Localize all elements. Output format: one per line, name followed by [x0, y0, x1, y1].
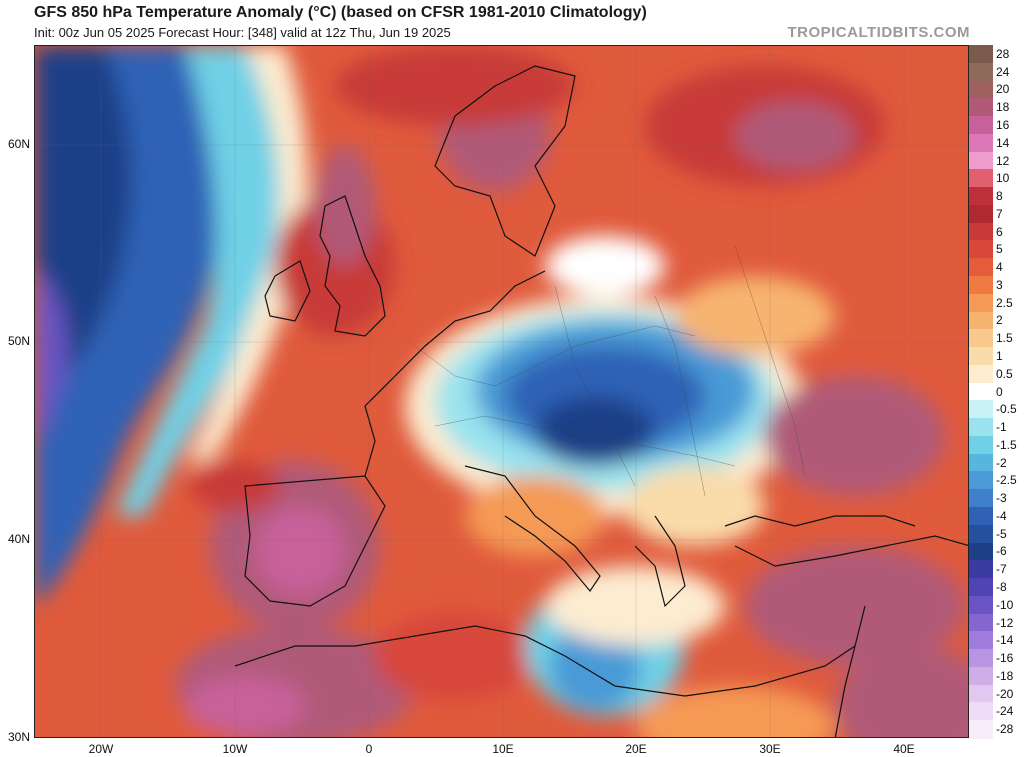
colorbar-swatch: [969, 329, 993, 348]
colorbar-swatch: [969, 116, 993, 135]
colorbar-label: 7: [996, 206, 1003, 221]
lat-label-30n: 30N: [7, 730, 30, 744]
colorbar-swatch: [969, 133, 993, 153]
colorbar-swatch: [969, 98, 993, 117]
colorbar-swatch: [969, 631, 993, 650]
colorbar-label: -2: [996, 455, 1007, 470]
colorbar-swatch: [969, 649, 993, 668]
colorbar-label: -5: [996, 526, 1007, 541]
lon-label-0: 0: [365, 742, 373, 756]
colorbar-swatch: [969, 613, 993, 632]
colorbar-label: -14: [996, 633, 1014, 648]
lon-label-40e: 40E: [893, 742, 915, 756]
colorbar-label: -10: [996, 597, 1014, 612]
colorbar-swatch: [969, 276, 993, 295]
colorbar-label: 6: [996, 224, 1003, 239]
coastlines: [234, 65, 968, 737]
colorbar-swatch: [969, 364, 993, 384]
colorbar-swatch: [969, 435, 993, 455]
colorbar-label: -18: [996, 668, 1014, 683]
colorbar-label: 3: [996, 277, 1003, 292]
colorbar-label: -1.5: [996, 437, 1017, 452]
chart-title: GFS 850 hPa Temperature Anomaly (°C) (ba…: [34, 4, 647, 21]
lon-label-30e: 30E: [759, 742, 781, 756]
colorbar-label: 10: [996, 171, 1010, 186]
colorbar-swatch: [969, 382, 993, 401]
colorbar-label: -28: [996, 722, 1014, 737]
colorbar-swatch: [969, 187, 993, 206]
colorbar-swatch: [969, 400, 993, 419]
country-borders: [414, 245, 806, 497]
colorbar-swatch: [969, 80, 993, 99]
colorbar-swatch: [969, 720, 993, 739]
gridlines: [35, 46, 968, 737]
colorbar-swatch: [969, 62, 993, 82]
colorbar-swatch: [969, 169, 993, 188]
colorbar-label: -8: [996, 579, 1007, 594]
colorbar-label: 18: [996, 100, 1010, 115]
colorbar-label: 8: [996, 189, 1003, 204]
lat-label-40n: 40N: [7, 532, 30, 546]
colorbar-swatch: [969, 240, 993, 259]
colorbar-label: -3: [996, 491, 1007, 506]
colorbar-label: -24: [996, 704, 1014, 719]
colorbar-label: 5: [996, 242, 1003, 257]
colorbar-label: 12: [996, 153, 1010, 168]
colorbar-label: -6: [996, 544, 1007, 559]
colorbar-swatch: [969, 542, 993, 561]
colorbar-swatch: [969, 293, 993, 313]
colorbar-label: -12: [996, 615, 1014, 630]
colorbar-label: 20: [996, 82, 1010, 97]
colorbar-label: -1: [996, 420, 1007, 435]
colorbar-swatch: [969, 258, 993, 277]
colorbar-label: 4: [996, 260, 1003, 275]
colorbar-swatch: [969, 524, 993, 544]
lat-label-50n: 50N: [7, 334, 30, 348]
colorbar-swatch: [969, 560, 993, 579]
colorbar-label: -2.5: [996, 473, 1017, 488]
lon-label-10e: 10E: [492, 742, 514, 756]
colorbar-label: 1.5: [996, 331, 1013, 346]
colorbar-swatch: [969, 595, 993, 615]
colorbar-label: -7: [996, 562, 1007, 577]
anomaly-map: [34, 45, 969, 738]
colorbar-label: 2: [996, 313, 1003, 328]
colorbar-label: 24: [996, 64, 1010, 79]
colorbar-label: 14: [996, 135, 1010, 150]
lat-label-60n: 60N: [7, 137, 30, 151]
colorbar-swatch: [969, 684, 993, 704]
colorbar-label: 0.5: [996, 366, 1013, 381]
colorbar-swatch: [969, 702, 993, 721]
colorbar-swatch: [969, 471, 993, 490]
colorbar-swatch: [969, 489, 993, 508]
colorbar-swatch: [969, 578, 993, 597]
colorbar-swatch: [969, 222, 993, 242]
colorbar-label: 16: [996, 117, 1010, 132]
lon-label-20w: 20W: [88, 742, 114, 756]
colorbar-swatch: [969, 507, 993, 526]
lon-label-20e: 20E: [625, 742, 647, 756]
colorbar-label: -20: [996, 686, 1014, 701]
colorbar-label: 0: [996, 384, 1003, 399]
colorbar-swatch: [969, 666, 993, 686]
colorbar-label: 28: [996, 46, 1010, 61]
map-field: [35, 46, 968, 737]
colorbar-label: -4: [996, 508, 1007, 523]
colorbar-swatch: [969, 418, 993, 437]
colorbar-label: 2.5: [996, 295, 1013, 310]
colorbar-swatch: [969, 151, 993, 170]
colorbar-swatch: [969, 45, 993, 64]
colorbar-swatch: [969, 347, 993, 366]
colorbar-swatch: [969, 453, 993, 473]
colorbar-label: -16: [996, 651, 1014, 666]
site-credit: TROPICALTIDBITS.COM: [787, 24, 970, 41]
colorbar-swatch: [969, 204, 993, 224]
lon-label-10w: 10W: [222, 742, 248, 756]
chart-subtitle: Init: 00z Jun 05 2025 Forecast Hour: [34…: [34, 25, 451, 40]
colorbar-label: 1: [996, 348, 1003, 363]
colorbar: [969, 45, 993, 739]
colorbar-swatch: [969, 311, 993, 330]
colorbar-label: -0.5: [996, 402, 1017, 417]
